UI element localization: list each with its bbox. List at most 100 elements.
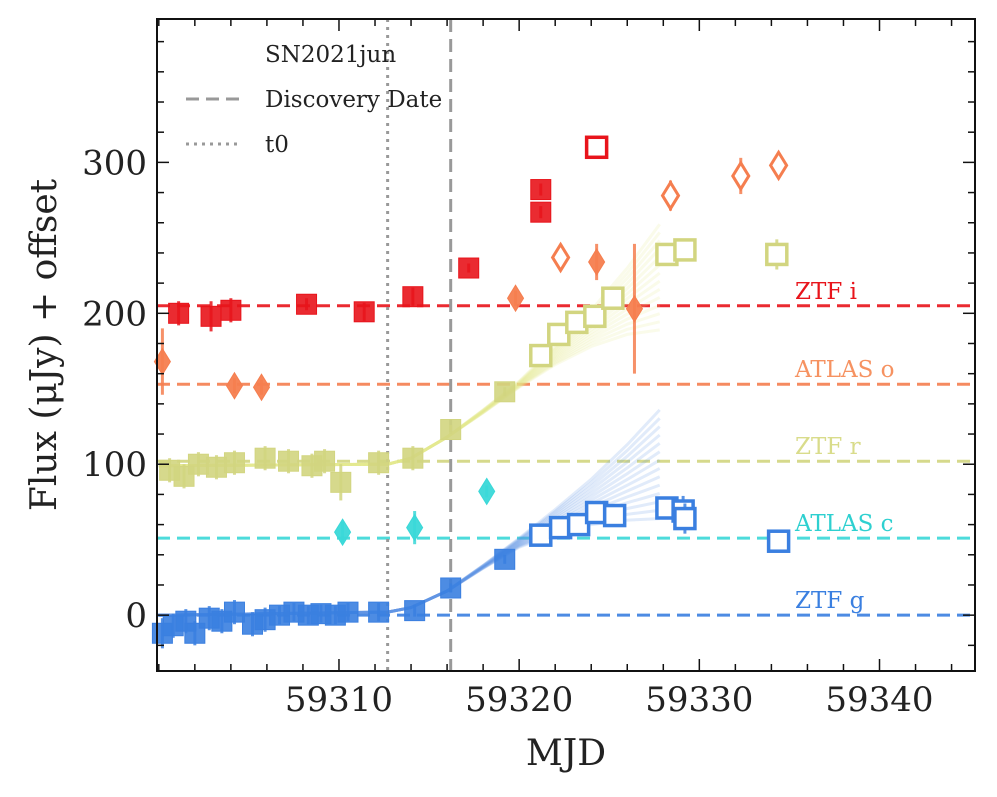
point-ztf-i-4 [353, 301, 375, 323]
marker [223, 601, 245, 623]
point-ztf-r-6 [278, 449, 300, 474]
band-labels: ZTF i ATLAS o ZTF r ATLAS c ZTF g [794, 279, 895, 614]
point-ztf-g-17 [440, 577, 462, 599]
marker [602, 503, 627, 528]
marker [547, 322, 571, 347]
marker [478, 477, 496, 506]
y-tick-label-0: 0 [125, 596, 147, 636]
marker [205, 456, 227, 478]
point-ztf-g-15 [368, 601, 390, 623]
marker [731, 160, 751, 192]
point-atlas-o-5 [588, 243, 606, 281]
marker [494, 548, 516, 570]
point-atlas-o-7 [660, 179, 681, 212]
marker [254, 447, 276, 469]
point-ztf-g-18 [494, 548, 516, 570]
legend-label-1: Discovery Date [265, 87, 442, 113]
marker [530, 201, 552, 223]
model-curve-0-10 [158, 247, 661, 468]
point-atlas-o-1 [225, 371, 244, 400]
marker [529, 343, 553, 368]
point-ztf-r-10 [368, 450, 390, 475]
marker [673, 238, 697, 262]
point-atlas-o-9 [768, 149, 789, 182]
marker [353, 301, 375, 323]
point-atlas-c-0 [333, 518, 352, 547]
point-ztf-i-5 [402, 286, 424, 308]
marker [296, 293, 318, 315]
point-ztf-g-23 [602, 503, 627, 528]
marker [252, 373, 271, 402]
legend-label-0: SN2021jun [265, 42, 396, 68]
x-tick-label-0: 59310 [285, 680, 393, 720]
y-tick-label-3: 300 [82, 143, 147, 183]
marker [225, 371, 244, 400]
marker [506, 284, 525, 313]
point-ztf-g-14 [337, 601, 359, 623]
marker [583, 304, 607, 329]
point-ztf-r-21 [765, 239, 789, 270]
point-ztf-r-5 [254, 446, 276, 471]
marker [337, 601, 359, 623]
point-ztf-g-16 [404, 600, 426, 622]
x-tick-label-1: 59320 [465, 680, 573, 720]
point-ztf-r-9 [330, 464, 352, 501]
point-ztf-i-7 [530, 179, 552, 201]
marker [168, 302, 190, 324]
point-atlas-o-8 [731, 157, 751, 195]
marker [566, 512, 591, 537]
point-ztf-r-3 [205, 455, 227, 480]
point-ztf-g-21 [566, 512, 591, 537]
marker [187, 453, 209, 475]
marker [458, 257, 480, 279]
legend: SN2021jun Discovery Date t0 [186, 42, 442, 158]
point-atlas-o-4 [550, 241, 571, 274]
marker [530, 179, 552, 201]
marker [584, 135, 609, 160]
point-ztf-r-12 [440, 419, 462, 441]
marker [440, 577, 462, 599]
point-atlas-c-2 [478, 477, 496, 506]
series-ztf-g [151, 495, 791, 649]
data-points [151, 135, 791, 649]
y-tick-label-1: 100 [82, 445, 147, 485]
marker [333, 518, 352, 547]
point-ztf-i-3 [296, 293, 318, 315]
y-axis-label: Flux (μJy) + offset [24, 178, 65, 511]
reference-lines [386, 19, 453, 671]
axis-ticks: 59310 59320 59330 59340 0 100 200 300 [82, 19, 975, 720]
series-atlas-o [153, 149, 789, 402]
point-ztf-r-18 [601, 286, 625, 310]
point-ztf-i-6 [458, 257, 480, 279]
marker [368, 601, 390, 623]
point-ztf-r-2 [187, 452, 209, 477]
model-curve-0-11 [158, 239, 661, 468]
band-label-2: ZTF r [795, 434, 861, 460]
marker [220, 299, 242, 321]
point-ztf-r-4 [223, 450, 245, 475]
marker [440, 419, 462, 441]
point-ztf-r-13 [494, 381, 516, 403]
marker [404, 600, 426, 622]
marker [625, 294, 644, 323]
point-atlas-o-3 [506, 284, 525, 313]
point-atlas-o-2 [252, 373, 271, 402]
point-ztf-i-2 [220, 298, 242, 323]
band-label-3: ATLAS c [794, 511, 894, 537]
point-ztf-r-8 [314, 449, 336, 474]
marker [529, 523, 553, 547]
point-ztf-i-8 [530, 201, 552, 223]
point-atlas-o-6 [625, 243, 644, 374]
point-ztf-g-26 [673, 503, 697, 534]
x-axis-label: MJD [526, 733, 606, 774]
legend-label-2: t0 [265, 132, 289, 158]
band-label-1: ATLAS o [794, 357, 895, 383]
band-label-4: ZTF g [795, 588, 865, 614]
marker [673, 506, 697, 531]
marker [601, 286, 625, 310]
marker [406, 513, 424, 542]
point-atlas-c-1 [406, 511, 424, 545]
marker [494, 381, 516, 403]
band-label-0: ZTF i [795, 279, 857, 305]
